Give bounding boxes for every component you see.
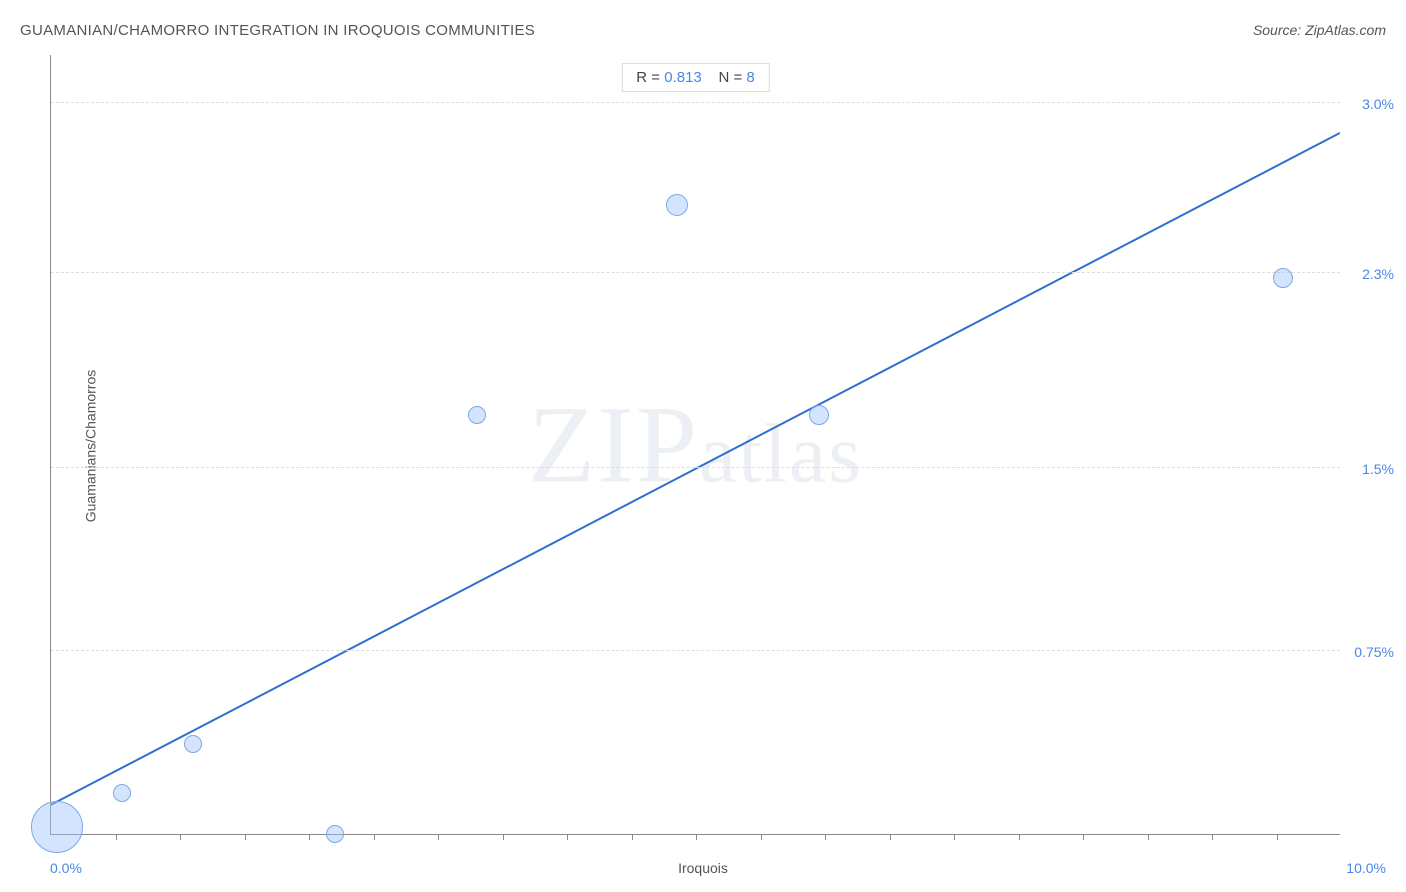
stats-box: R = 0.813 N = 8 [621,63,769,92]
x-tick [374,834,375,840]
gridline-h [51,467,1340,468]
gridline-h [51,650,1340,651]
x-tick [696,834,697,840]
x-tick [632,834,633,840]
x-tick [438,834,439,840]
x-tick [1277,834,1278,840]
y-tick-label: 2.3% [1362,266,1394,282]
data-point [468,406,486,424]
watermark: ZIPatlas [528,381,863,508]
x-tick [1212,834,1213,840]
data-point [666,194,688,216]
x-tick [309,834,310,840]
x-tick [116,834,117,840]
x-tick [890,834,891,840]
x-tick [503,834,504,840]
data-point [809,405,829,425]
x-tick [954,834,955,840]
y-tick-label: 3.0% [1362,96,1394,112]
data-point [184,735,202,753]
source-label: Source: ZipAtlas.com [1253,22,1386,38]
plot-area: ZIPatlas R = 0.813 N = 8 [50,55,1340,835]
chart-title: GUAMANIAN/CHAMORRO INTEGRATION IN IROQUO… [20,22,535,39]
x-max-label: 10.0% [1346,860,1386,876]
x-tick [825,834,826,840]
y-tick-label: 0.75% [1354,644,1394,660]
x-tick [1019,834,1020,840]
y-tick-label: 1.5% [1362,461,1394,477]
data-point [1273,268,1293,288]
n-label: N = [718,69,746,86]
x-axis-label: Iroquois [678,860,728,876]
gridline-h [51,102,1340,103]
trend-line [51,55,1340,834]
x-tick [180,834,181,840]
x-min-label: 0.0% [50,860,82,876]
gridline-h [51,272,1340,273]
data-point [113,784,131,802]
n-value: 8 [746,69,754,86]
r-value: 0.813 [664,69,702,86]
x-tick [761,834,762,840]
r-label: R = [636,69,664,86]
x-tick [1148,834,1149,840]
x-tick [245,834,246,840]
data-point [326,825,344,843]
x-tick [567,834,568,840]
data-point [31,801,83,853]
x-tick [1083,834,1084,840]
